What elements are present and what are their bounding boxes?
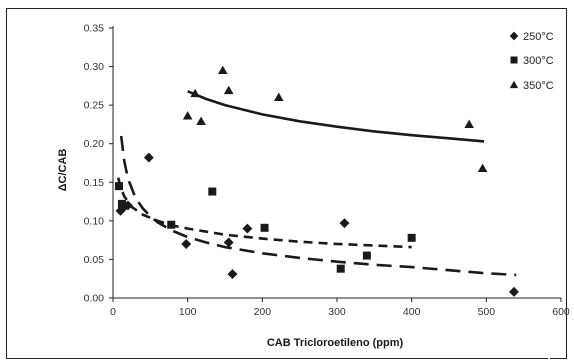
data-point-300 — [336, 264, 345, 273]
data-point-350 — [217, 65, 228, 75]
x-axis-label: CAB Tricloroetileno (ppm) — [267, 337, 404, 349]
y-tick-label: 0.20 — [84, 138, 105, 150]
data-point-250 — [242, 223, 253, 234]
legend-marker-300 — [510, 56, 518, 64]
x-tick-label: 100 — [179, 306, 197, 318]
y-tick-label: 0.15 — [84, 177, 105, 189]
data-point-350 — [182, 111, 193, 120]
x-tick-label: 400 — [403, 306, 421, 318]
frame-edge-right — [548, 10, 550, 360]
data-point-250 — [115, 205, 126, 216]
figure-frame — [6, 8, 567, 359]
axes — [109, 26, 562, 302]
legend-label-300: 300°C — [523, 55, 554, 67]
data-point-300 — [260, 223, 269, 232]
data-point-250 — [122, 200, 133, 211]
x-tick-labels: 0 100 200 300 400 500 600 — [110, 306, 570, 318]
data-point-350 — [464, 119, 474, 129]
x-tick-label: 300 — [328, 306, 346, 318]
y-tick-label: 0.35 — [84, 23, 105, 35]
legend-label-250: 250°C — [523, 31, 554, 43]
data-point-250 — [223, 237, 234, 248]
data-point-350 — [190, 88, 200, 98]
x-tick-label: 0 — [110, 306, 116, 318]
y-tick-label: 0.05 — [84, 254, 105, 266]
data-point-250 — [509, 286, 519, 297]
x-tick-label: 600 — [552, 306, 570, 318]
trend-lines — [116, 90, 517, 277]
trend-line-300 — [116, 177, 412, 249]
x-tick-label: 500 — [478, 306, 496, 318]
legend-label-350: 350°C — [523, 80, 554, 92]
data-point-300 — [117, 199, 126, 208]
y-tick-label: 0.30 — [84, 61, 105, 73]
legend-marker-350 — [509, 80, 519, 89]
data-point-250 — [227, 269, 238, 280]
legend: 250°C 300°C 350°C — [509, 31, 554, 92]
data-point-350 — [273, 92, 284, 102]
data-point-250 — [181, 239, 192, 249]
data-point-350 — [196, 116, 206, 125]
data-point-300 — [407, 233, 416, 242]
trend-line-350 — [187, 90, 485, 143]
y-tick-label: 0.25 — [84, 100, 105, 112]
y-tick-label: 0.10 — [84, 215, 105, 227]
data-point-250 — [339, 218, 350, 229]
x-tick-label: 200 — [254, 306, 272, 318]
legend-marker-250 — [509, 31, 519, 41]
data-point-300 — [208, 187, 217, 196]
y-tick-labels: 0.00 0.05 0.10 0.15 0.20 0.25 0.30 0.35 — [84, 23, 105, 305]
data-point-350 — [223, 85, 234, 95]
y-axis-label: ΔC/CAB — [57, 149, 69, 192]
data-points — [114, 65, 519, 297]
data-point-300 — [362, 251, 371, 260]
trend-line-250 — [119, 135, 517, 277]
data-point-300 — [114, 182, 123, 191]
data-point-350 — [477, 163, 488, 172]
data-point-250 — [143, 152, 154, 163]
data-point-300 — [167, 220, 176, 229]
y-tick-label: 0.00 — [84, 293, 105, 305]
